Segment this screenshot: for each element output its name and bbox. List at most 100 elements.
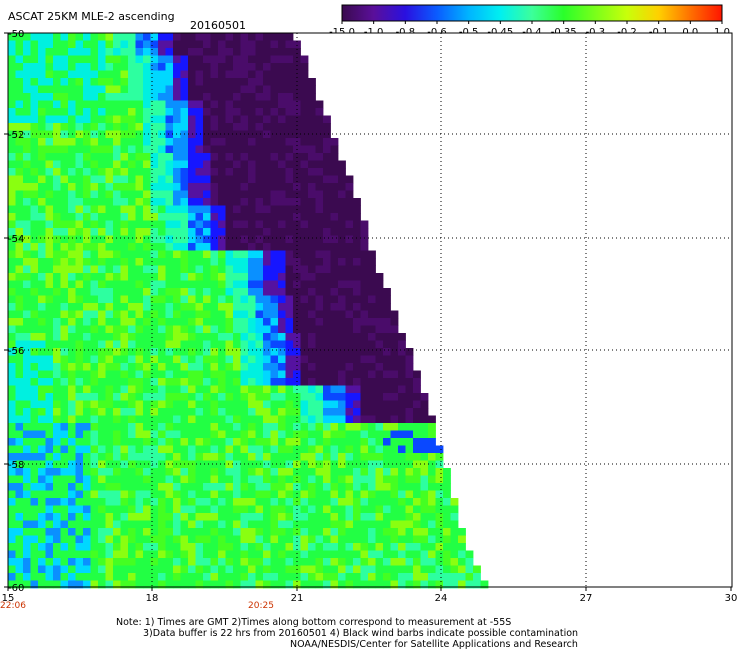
data-cell — [255, 558, 264, 566]
data-cell — [353, 505, 361, 514]
data-cell — [270, 438, 279, 446]
data-cell — [218, 145, 226, 154]
data-cell — [263, 528, 271, 536]
data-cell — [90, 378, 99, 386]
data-cell — [240, 48, 249, 56]
data-cell — [90, 33, 99, 41]
data-cell — [173, 145, 181, 154]
data-cell — [8, 220, 16, 229]
data-cell — [8, 400, 16, 409]
data-cell — [68, 430, 76, 439]
data-cell — [248, 468, 256, 476]
data-cell — [113, 475, 121, 484]
data-cell — [233, 168, 241, 176]
data-cell — [240, 393, 249, 401]
data-cell — [30, 333, 39, 341]
data-cell — [225, 445, 234, 454]
data-cell — [285, 190, 294, 199]
data-cell — [188, 430, 196, 439]
data-cell — [210, 93, 219, 101]
data-cell — [413, 400, 421, 409]
data-cell — [165, 535, 174, 544]
data-cell — [195, 378, 204, 386]
data-cell — [360, 363, 369, 371]
data-cell — [368, 445, 376, 454]
data-cell — [248, 543, 256, 551]
data-cell — [23, 183, 31, 191]
data-cell — [158, 70, 166, 79]
data-cell — [60, 123, 69, 131]
data-cell — [188, 385, 196, 394]
data-cell — [60, 355, 69, 364]
data-cell — [195, 565, 204, 574]
data-cell — [180, 393, 189, 401]
data-cell — [353, 198, 361, 206]
data-cell — [278, 468, 286, 476]
data-cell — [308, 498, 316, 506]
data-cell — [135, 438, 144, 446]
data-cell — [218, 550, 226, 559]
data-cell — [323, 423, 331, 431]
data-cell — [375, 363, 384, 371]
data-cell — [98, 363, 106, 371]
data-cell — [248, 333, 256, 341]
data-cell — [120, 175, 129, 184]
data-cell — [128, 528, 136, 536]
data-cell — [285, 213, 294, 221]
data-cell — [233, 408, 241, 416]
data-cell — [278, 145, 286, 154]
data-cell — [195, 498, 204, 506]
data-cell — [180, 408, 189, 416]
data-cell — [105, 250, 114, 259]
data-cell — [68, 543, 76, 551]
data-cell — [368, 393, 376, 401]
data-cell — [248, 153, 256, 161]
data-cell — [210, 220, 219, 229]
data-cell — [45, 250, 54, 259]
data-cell — [225, 430, 234, 439]
data-cell — [165, 505, 174, 514]
data-cell — [300, 310, 309, 319]
data-cell — [60, 280, 69, 289]
data-cell — [38, 543, 46, 551]
data-cell — [53, 295, 61, 304]
data-cell — [188, 168, 196, 176]
data-cell — [120, 475, 129, 484]
data-cell — [353, 333, 361, 341]
data-cell — [188, 445, 196, 454]
data-cell — [285, 430, 294, 439]
data-cell — [113, 370, 121, 379]
data-cell — [390, 415, 399, 424]
data-cell — [413, 535, 421, 544]
data-cell — [45, 115, 54, 124]
data-cell — [68, 558, 76, 566]
data-cell — [15, 340, 24, 349]
data-cell — [233, 333, 241, 341]
data-cell — [360, 235, 369, 244]
data-cell — [60, 520, 69, 529]
data-cell — [450, 520, 459, 529]
data-cell — [173, 213, 181, 221]
data-cell — [75, 348, 84, 356]
data-cell — [353, 295, 361, 304]
data-cell — [293, 190, 301, 199]
data-cell — [105, 550, 114, 559]
data-cell — [218, 490, 226, 499]
data-cell — [443, 550, 451, 559]
data-cell — [120, 580, 129, 589]
data-cell — [285, 183, 294, 191]
data-cell — [53, 318, 61, 326]
data-cell — [383, 528, 391, 536]
data-cell — [248, 535, 256, 544]
data-cell — [158, 348, 166, 356]
data-cell — [135, 490, 144, 499]
data-cell — [255, 48, 264, 56]
data-cell — [360, 310, 369, 319]
data-cell — [420, 535, 429, 544]
data-cell — [278, 340, 286, 349]
data-cell — [68, 340, 76, 349]
data-cell — [360, 505, 369, 514]
data-cell — [75, 175, 84, 184]
data-cell — [180, 490, 189, 499]
data-cell — [353, 400, 361, 409]
